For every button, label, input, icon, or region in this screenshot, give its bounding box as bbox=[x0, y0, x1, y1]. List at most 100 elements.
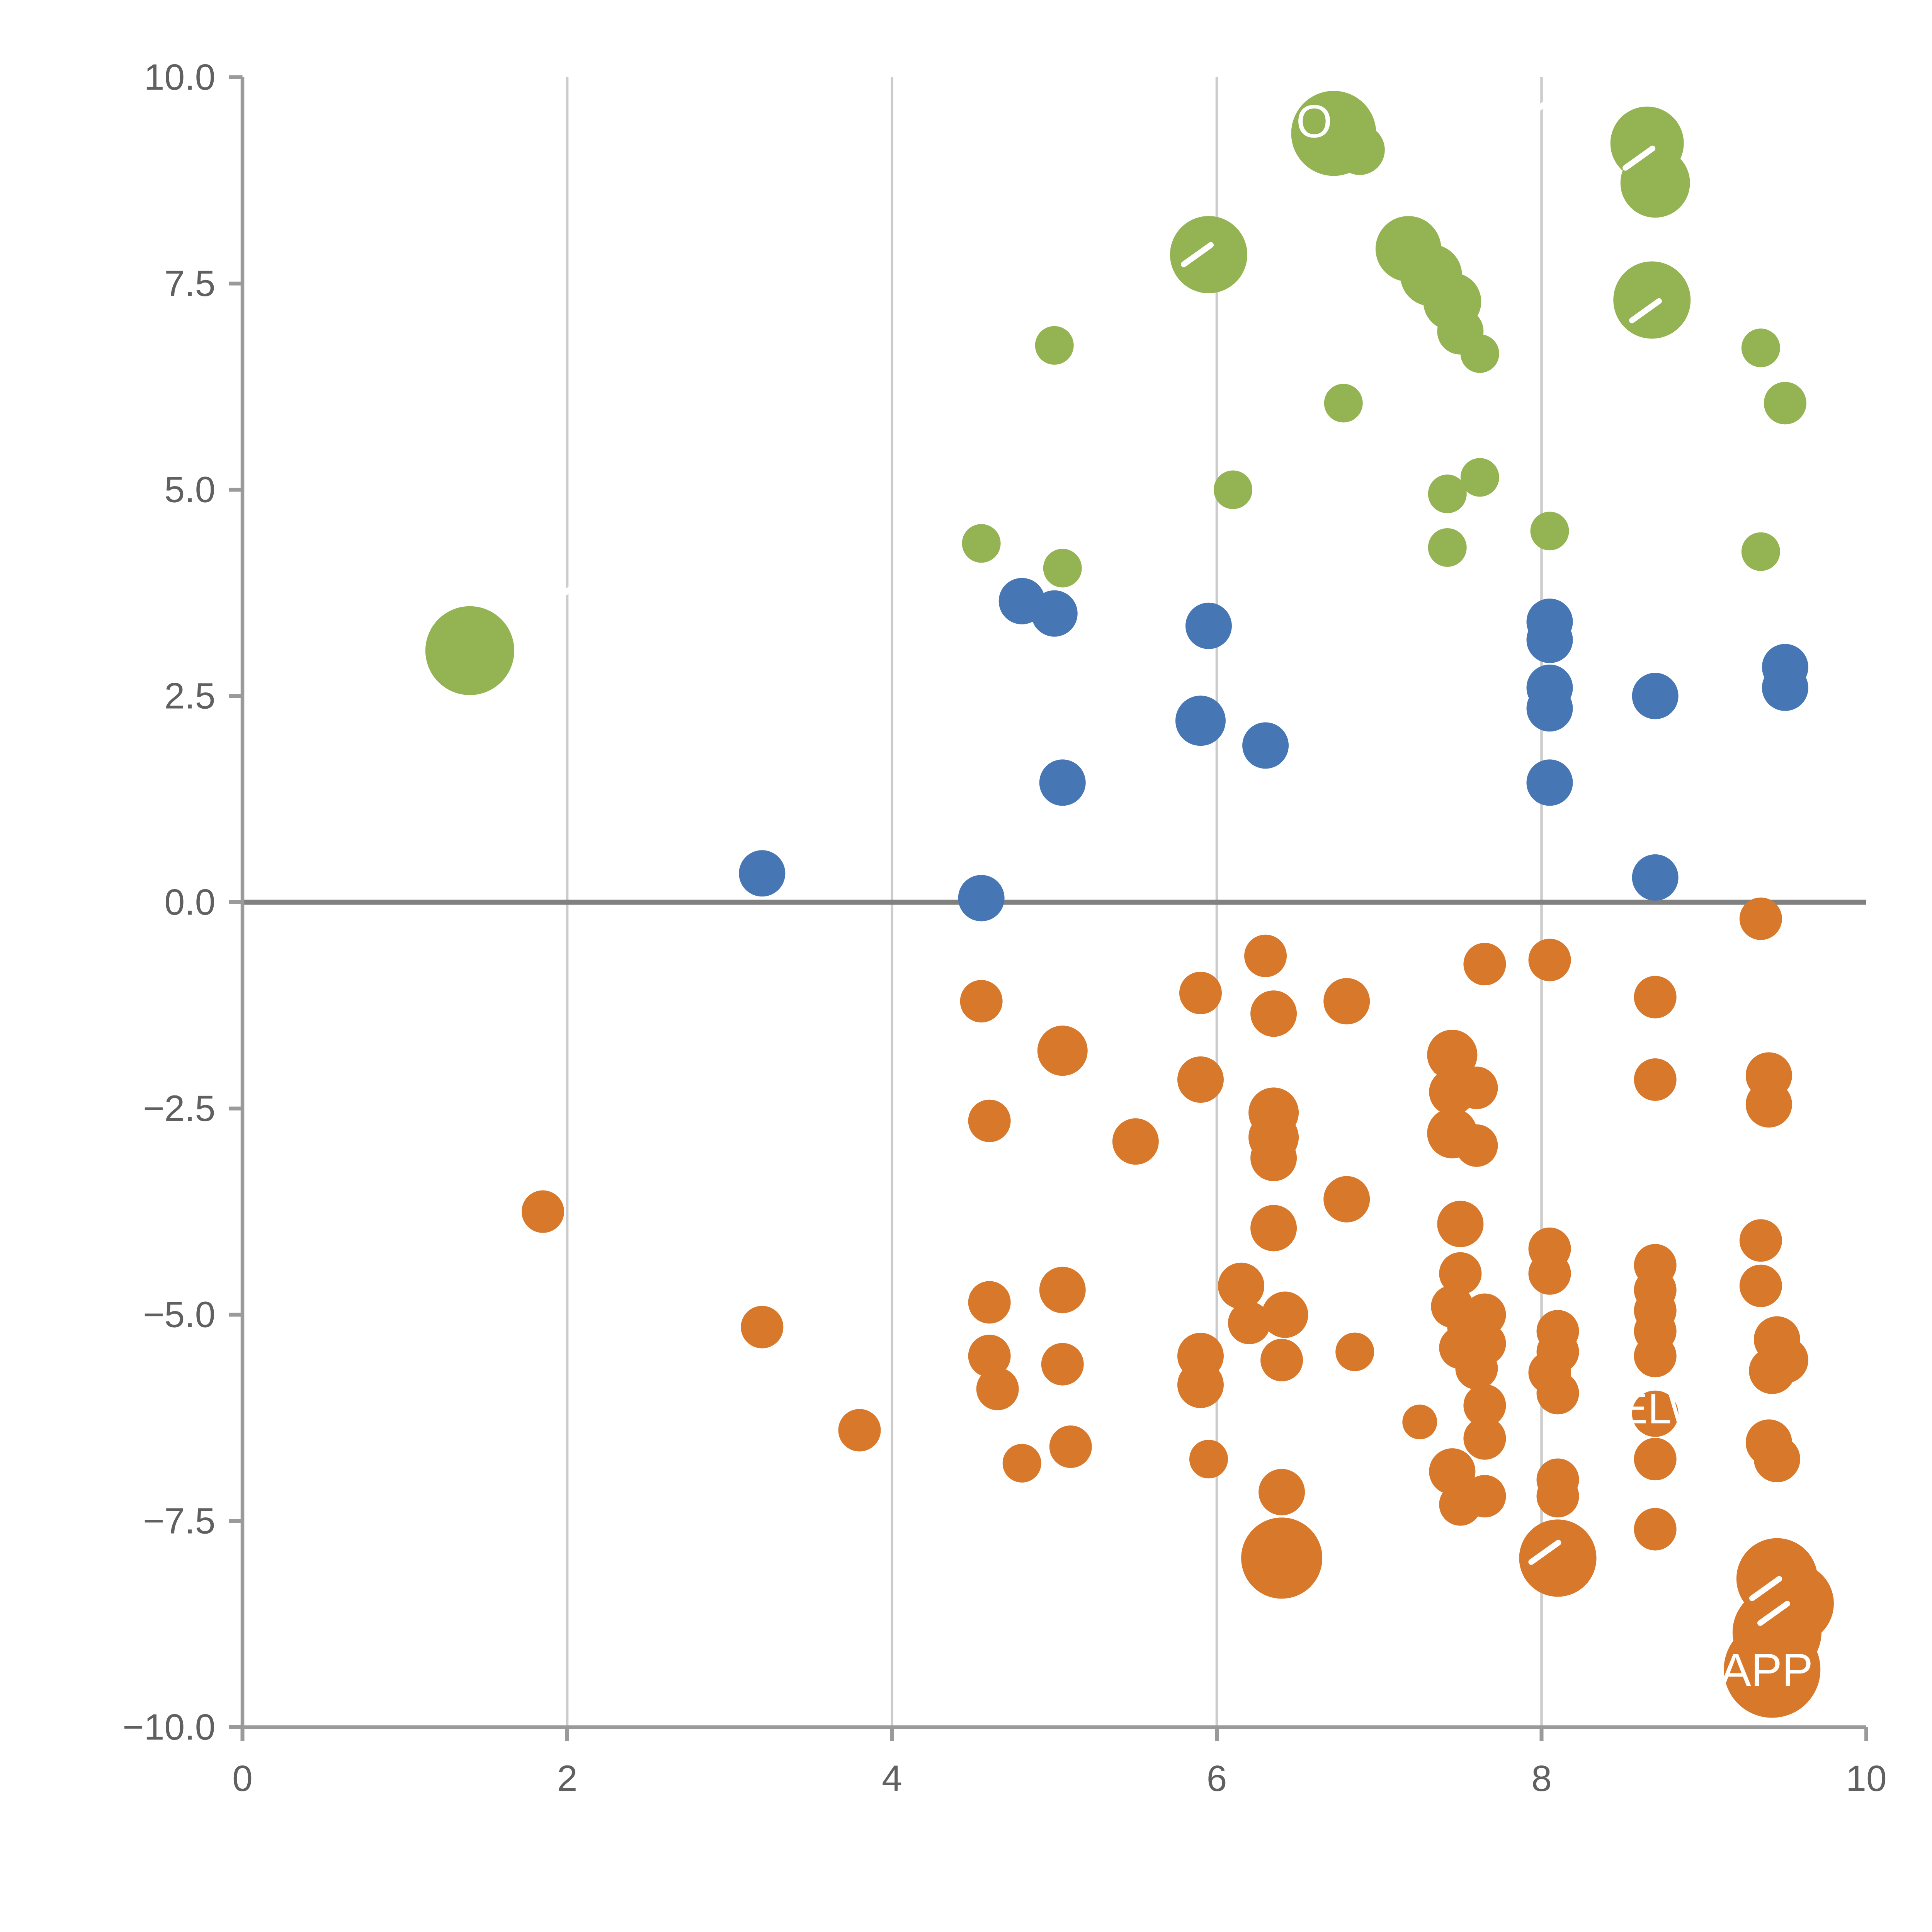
data-point-orange bbox=[1739, 1264, 1782, 1307]
data-point-orange bbox=[1463, 1384, 1506, 1427]
data-point-orange bbox=[1402, 1405, 1437, 1440]
data-point-orange bbox=[741, 1306, 784, 1349]
data-point-green bbox=[1460, 458, 1499, 497]
data-point-orange bbox=[1739, 1219, 1782, 1262]
leader-mark bbox=[1533, 88, 1566, 113]
x-tick-label: 2 bbox=[557, 1758, 578, 1799]
x-tick-label: 4 bbox=[882, 1758, 902, 1799]
data-point-orange bbox=[1323, 978, 1370, 1025]
y-tick-label: 0.0 bbox=[164, 882, 215, 923]
data-point-orange bbox=[1177, 1056, 1224, 1103]
data-point-blue bbox=[1039, 759, 1086, 806]
data-point-orange bbox=[1427, 1029, 1478, 1080]
data-point-orange bbox=[1528, 1252, 1571, 1295]
data-point-orange bbox=[838, 1409, 881, 1452]
y-tick-label: 7.5 bbox=[164, 263, 215, 304]
data-point-orange bbox=[1634, 1438, 1677, 1481]
data-point-orange bbox=[1179, 971, 1222, 1014]
data-point-blue bbox=[1185, 602, 1232, 649]
data-point-blue bbox=[1526, 685, 1573, 732]
y-tick-label: −2.5 bbox=[143, 1088, 216, 1129]
bubble-label: O bbox=[1296, 96, 1332, 148]
data-point-orange bbox=[1218, 1262, 1265, 1309]
leader-mark bbox=[1181, 242, 1214, 267]
y-tick-label: 2.5 bbox=[164, 675, 215, 716]
data-point-green bbox=[1530, 512, 1569, 551]
leader-mark bbox=[1528, 1539, 1561, 1565]
data-point-blue bbox=[1632, 854, 1679, 901]
data-point-orange bbox=[1041, 1343, 1084, 1386]
data-point-orange bbox=[1439, 1252, 1482, 1295]
data-point-orange bbox=[1039, 1267, 1086, 1313]
data-point-orange bbox=[1241, 1517, 1323, 1599]
data-point-green bbox=[425, 606, 514, 695]
data-point-orange bbox=[976, 1367, 1019, 1410]
data-point-green bbox=[1741, 532, 1780, 571]
data-point-orange bbox=[1632, 1390, 1679, 1437]
data-point-orange bbox=[1463, 1475, 1506, 1518]
data-point-orange bbox=[1739, 897, 1782, 940]
data-point-orange bbox=[1745, 1081, 1792, 1128]
data-point-orange bbox=[1634, 976, 1677, 1019]
y-tick-label: −5.0 bbox=[143, 1294, 216, 1335]
data-point-orange bbox=[1429, 1448, 1476, 1495]
x-tick-label: 8 bbox=[1531, 1758, 1552, 1799]
x-tick-label: 0 bbox=[232, 1758, 253, 1799]
data-point-orange bbox=[1049, 1425, 1092, 1468]
data-point-green bbox=[1764, 382, 1806, 425]
data-point-green bbox=[1043, 549, 1082, 588]
data-point-orange bbox=[1634, 1058, 1677, 1101]
bubble-label: APP bbox=[1720, 1644, 1813, 1696]
data-point-orange bbox=[968, 1335, 1011, 1378]
data-point-green bbox=[962, 524, 1001, 563]
data-point-orange bbox=[1528, 939, 1571, 981]
data-point-orange bbox=[1228, 1301, 1271, 1344]
data-point-orange bbox=[1455, 1124, 1498, 1167]
y-tick-label: 5.0 bbox=[164, 469, 215, 510]
data-point-orange bbox=[1262, 1291, 1308, 1338]
data-point-orange bbox=[1244, 934, 1287, 977]
data-point-orange bbox=[1335, 1332, 1374, 1371]
data-point-green bbox=[1334, 124, 1385, 175]
data-point-green bbox=[1428, 528, 1467, 567]
data-point-orange bbox=[1463, 943, 1506, 986]
data-point-orange bbox=[1037, 1026, 1088, 1076]
data-point-orange bbox=[1002, 1444, 1041, 1483]
y-tick-label: 10.0 bbox=[144, 57, 216, 98]
data-point-orange bbox=[1463, 1417, 1506, 1460]
y-tick-label: −10.0 bbox=[122, 1707, 215, 1748]
data-point-green bbox=[1460, 334, 1499, 373]
data-point-orange bbox=[1749, 1347, 1796, 1394]
data-point-blue bbox=[1031, 590, 1078, 637]
leader-mark bbox=[1749, 1576, 1782, 1601]
data-point-orange bbox=[1455, 1347, 1498, 1390]
data-point-orange bbox=[1519, 1519, 1597, 1597]
bubble-label: ELWA bbox=[1619, 1385, 1735, 1432]
data-point-green bbox=[1214, 470, 1253, 509]
data-point-green bbox=[1035, 326, 1074, 365]
data-point-green bbox=[1428, 474, 1467, 514]
data-point-orange bbox=[960, 980, 1003, 1023]
data-point-orange bbox=[1259, 1469, 1305, 1515]
data-point-blue bbox=[739, 850, 786, 897]
data-point-blue bbox=[1762, 664, 1808, 711]
data-point-orange bbox=[1260, 1338, 1303, 1381]
data-point-orange bbox=[968, 1281, 1011, 1324]
data-point-green bbox=[1613, 261, 1691, 339]
leader-mark bbox=[1757, 1600, 1790, 1626]
data-point-orange bbox=[1177, 1361, 1224, 1408]
data-point-green bbox=[1741, 328, 1780, 367]
data-point-blue bbox=[958, 875, 1005, 922]
data-point-orange bbox=[1250, 1134, 1297, 1181]
leader-mark bbox=[1622, 145, 1656, 171]
data-point-blue bbox=[1242, 722, 1289, 769]
data-point-orange bbox=[1455, 1066, 1498, 1109]
data-point-green bbox=[1620, 148, 1690, 218]
data-point-orange bbox=[521, 1190, 564, 1233]
x-tick-label: 10 bbox=[1846, 1758, 1887, 1799]
data-point-orange bbox=[1250, 1205, 1297, 1252]
x-tick-label: 6 bbox=[1207, 1758, 1227, 1799]
